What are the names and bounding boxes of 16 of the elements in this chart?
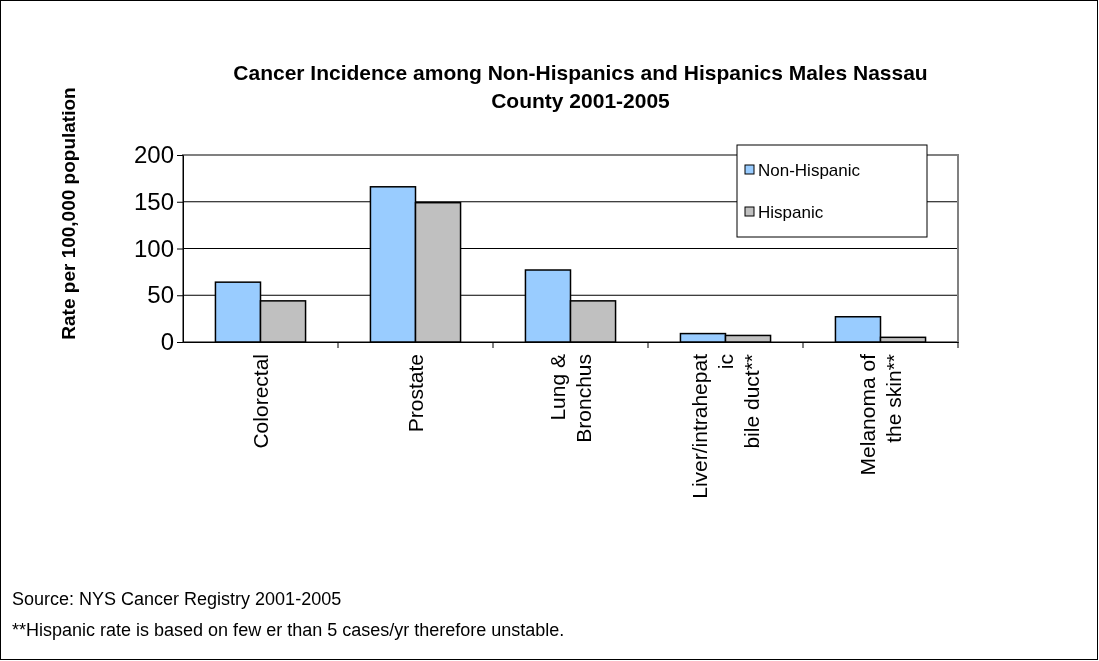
source-note: Source: NYS Cancer Registry 2001-2005 — [12, 589, 342, 609]
x-tick-label: Prostate — [403, 354, 427, 433]
x-tick-label: Melanoma of the skin** — [855, 353, 905, 476]
x-tick-label: Lung & Bronchus — [545, 354, 595, 443]
y-tick-label: 0 — [160, 328, 174, 356]
y-tick-label: 100 — [133, 234, 174, 262]
x-tick-label: Liver/intrahepatic bile duct** — [687, 353, 763, 499]
y-tick-label: 200 — [133, 141, 174, 169]
text: **Hispanic rate is based on few er than 5 cases/yr therefore unstable. — [12, 620, 565, 640]
legend-label: Non-Hispanic — [758, 161, 861, 180]
chart-title: Cancer Incidence among Non-Hispanics and Hispanics Males Nassau County 2001-2005 — [233, 61, 928, 112]
y-axis-title: Rate per 100,000 population — [58, 87, 79, 340]
legend-label: Hispanic — [758, 203, 824, 222]
x-tick-label: Colorectal — [248, 354, 272, 449]
y-tick-label: 150 — [133, 187, 174, 215]
y-tick-label: 50 — [147, 281, 174, 309]
